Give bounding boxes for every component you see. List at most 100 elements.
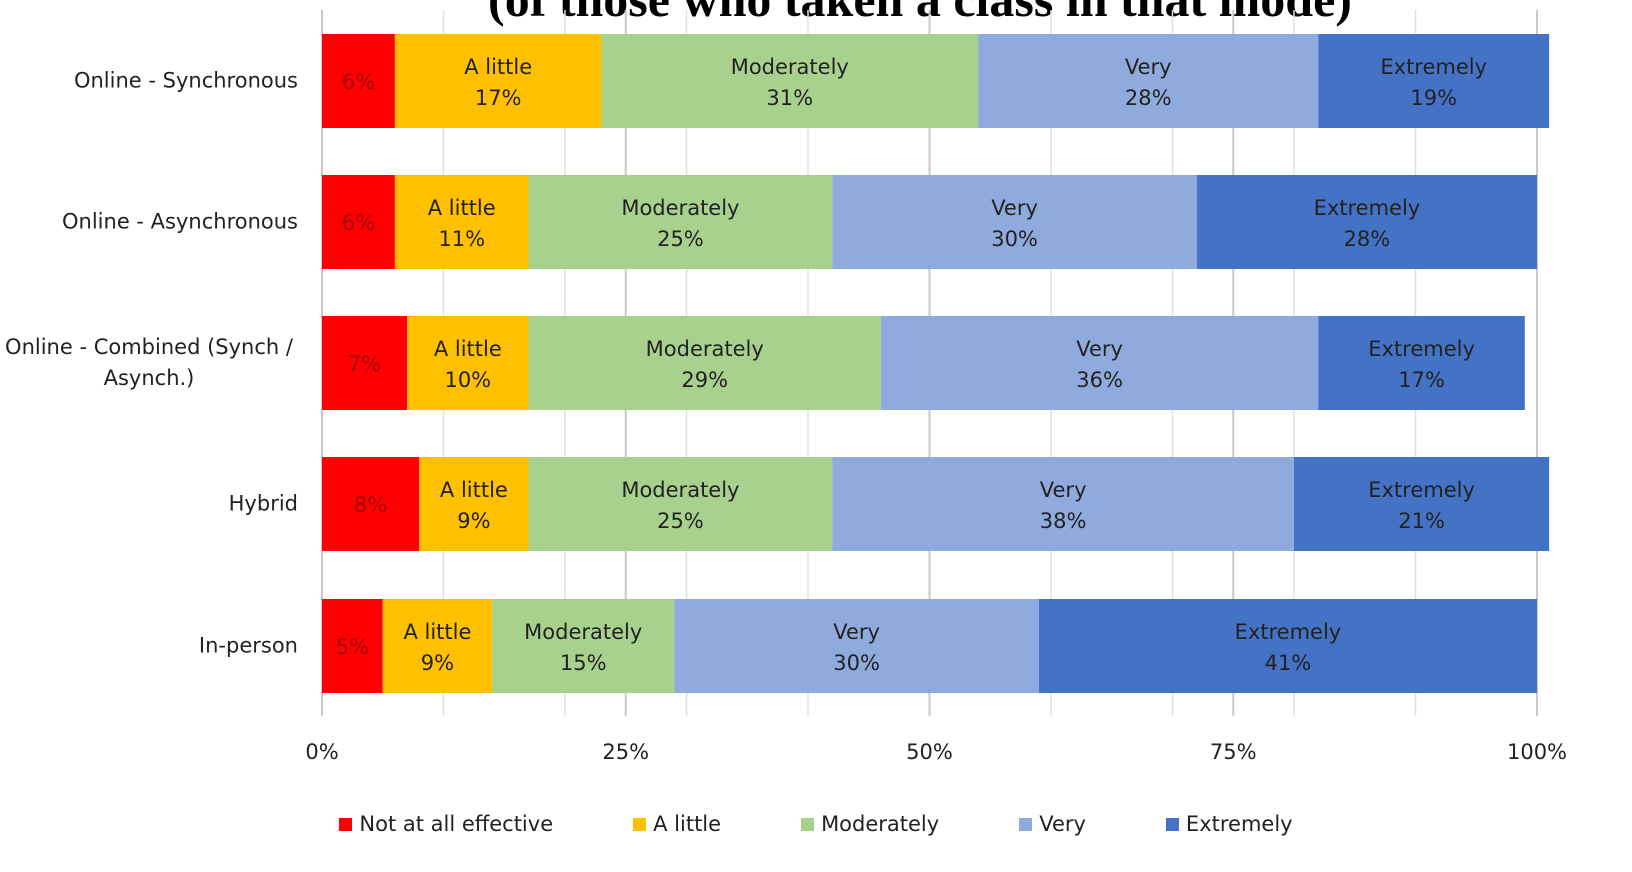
bar-segment [322, 175, 395, 269]
data-label-name: Very [1125, 55, 1172, 79]
data-label-name: Extremely [1380, 55, 1487, 79]
data-label: Very 30% [991, 196, 1038, 251]
data-label: Extremely 28% [1314, 196, 1421, 251]
data-label-name: Extremely [1314, 196, 1421, 220]
data-label-value: 38% [1040, 509, 1087, 533]
legend-label: Extremely [1185, 812, 1293, 836]
data-label-value: 28% [1125, 86, 1172, 110]
data-label: Extremely 41% [1235, 620, 1342, 675]
legend-swatch [339, 817, 353, 831]
data-label-value: 30% [833, 651, 880, 675]
category-text: Online - Asynchronous [62, 209, 298, 234]
data-label: A little 9% [403, 620, 471, 675]
data-label: Extremely 19% [1380, 55, 1487, 110]
data-label-name: Moderately [621, 196, 739, 220]
data-label-value: 21% [1398, 509, 1445, 533]
legend: Not at all effective A little Moderately Ve… [0, 812, 1632, 836]
bar-segment [1038, 599, 1537, 693]
data-label: Extremely 17% [1368, 337, 1475, 392]
data-label-value: 17% [475, 86, 522, 110]
data-label-name: Moderately [646, 337, 764, 361]
x-tick-label: 25% [602, 740, 649, 764]
bar-segment [322, 599, 383, 693]
data-label: Moderately 15% [524, 620, 642, 675]
legend-label: Moderately [821, 812, 940, 836]
data-label-value: 11% [438, 227, 485, 251]
data-label-value: 25% [657, 227, 704, 251]
data-label-value: 10% [444, 368, 491, 392]
bar-segment [322, 316, 408, 410]
data-label: Moderately 25% [621, 196, 739, 251]
bar-segment [322, 457, 420, 551]
bar-segment [394, 34, 602, 128]
x-tick-label: 75% [1210, 740, 1257, 764]
bar-segment [492, 599, 675, 693]
data-label: Very 36% [1076, 337, 1123, 392]
data-label: 6% [342, 70, 375, 94]
data-label: Very 28% [1125, 55, 1172, 110]
data-label-value: 25% [657, 509, 704, 533]
data-label-value: 30% [991, 227, 1038, 251]
bar-segment [978, 34, 1319, 128]
bar-segment [322, 34, 395, 128]
bar-segment [674, 599, 1039, 693]
bar-segment [1294, 457, 1550, 551]
data-label-name: Extremely [1368, 337, 1475, 361]
bar-segment [601, 34, 979, 128]
legend-item: Not at all effective [339, 812, 553, 836]
bar-segment [832, 175, 1197, 269]
data-label: 5% [336, 635, 369, 659]
category-text: Hybrid [228, 491, 298, 516]
legend-item: Moderately [801, 812, 939, 836]
bar-segment [407, 316, 529, 410]
data-label-name: Moderately [621, 478, 739, 502]
category-label: Online - Combined (Synch / Asynch.) [0, 332, 298, 394]
bar-segment [1318, 34, 1550, 128]
data-label-name: Very [991, 196, 1038, 220]
data-label-value: 41% [1265, 651, 1312, 675]
data-label-name: Very [1076, 337, 1123, 361]
data-label: Moderately 31% [731, 55, 849, 110]
legend-item: Extremely [1165, 812, 1293, 836]
bar-segment [1318, 316, 1525, 410]
data-label-name: A little [403, 620, 471, 644]
bar-segment [528, 316, 881, 410]
data-label-name: Very [1040, 478, 1087, 502]
data-label: Moderately 25% [621, 478, 739, 533]
legend-label: A little [653, 812, 722, 836]
category-label: Online - Synchronous [0, 66, 298, 97]
bar-segment [528, 457, 833, 551]
data-label-name: A little [428, 196, 496, 220]
data-label: A little 10% [434, 337, 502, 392]
data-label-value: 9% [421, 651, 454, 675]
data-label-name: Moderately [524, 620, 642, 644]
data-label: 7% [348, 352, 381, 376]
bar-segment [832, 457, 1294, 551]
data-label: A little 9% [440, 478, 508, 533]
data-label-name: A little [464, 55, 532, 79]
bar-segment [382, 599, 493, 693]
x-tick-label: 50% [906, 740, 953, 764]
data-label-name: Very [833, 620, 880, 644]
legend-label: Very [1039, 812, 1086, 836]
category-label: Hybrid [0, 489, 298, 520]
data-label-name: Extremely [1368, 478, 1475, 502]
data-label-value: 9% [457, 509, 490, 533]
data-label: Very 38% [1040, 478, 1087, 533]
data-label-value: 17% [1398, 368, 1445, 392]
bar-segment [419, 457, 529, 551]
data-label: 8% [354, 493, 387, 517]
data-label: A little 17% [464, 55, 532, 110]
legend-swatch [1019, 817, 1033, 831]
x-tick-label: 100% [1507, 740, 1567, 764]
data-label-name: A little [440, 478, 508, 502]
bar-segment [1196, 175, 1537, 269]
legend-swatch [633, 817, 647, 831]
legend-swatch [801, 817, 815, 831]
legend-label: Not at all effective [359, 812, 554, 836]
data-label-name: Moderately [731, 55, 849, 79]
category-text: In-person [198, 633, 298, 658]
chart-title: (of those who taken a class in that mode… [488, 0, 1352, 27]
category-text: Online - Combined (Synch / Asynch.) [5, 335, 293, 390]
